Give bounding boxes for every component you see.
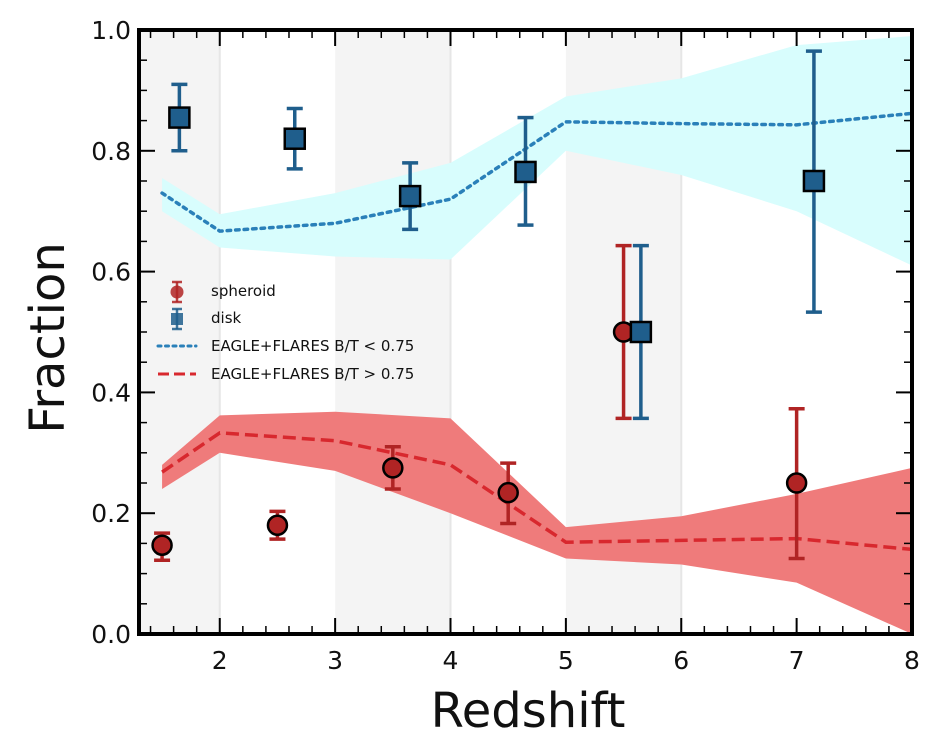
point-disk: [168, 106, 191, 129]
point-spheroid: [151, 534, 173, 556]
y-tick-label: 1.0: [91, 16, 131, 45]
legend-marker-circle: [170, 285, 184, 299]
legend-label-eagle-flares-low: EAGLE+FLARES B/T < 0.75: [211, 337, 414, 355]
x-tick-label: 3: [327, 646, 343, 675]
shaded-bin: [335, 30, 451, 634]
x-tick-label: 5: [558, 646, 574, 675]
legend-label-eagle-flares-high: EAGLE+FLARES B/T > 0.75: [211, 365, 414, 383]
legend-label-disk: disk: [211, 309, 242, 327]
point-disk: [514, 160, 537, 184]
legend-label-spheroid: spheroid: [211, 282, 276, 300]
legend-marker-square: [171, 313, 183, 325]
x-tick-labels: 2 3 4 5 6 7 8: [212, 646, 920, 675]
y-tick-label: 0.2: [91, 499, 131, 528]
x-tick-label: 2: [212, 646, 228, 675]
legend-swatch-spheroid: [170, 280, 184, 304]
band-bt-lt-075: [162, 36, 912, 266]
y-tick-label: 0.0: [91, 620, 131, 649]
plot-frame: [137, 28, 914, 636]
y-tick-label: 0.4: [91, 378, 131, 407]
x-tick-label: 7: [789, 646, 805, 675]
x-tick-label: 8: [904, 646, 920, 675]
x-tick-label: 6: [673, 646, 689, 675]
point-spheroid: [497, 481, 519, 504]
series-line-bt-lt-075: [160, 111, 912, 233]
y-tick-labels: 0.0 0.2 0.4 0.6 0.8 1.0: [91, 16, 131, 649]
point-spheroid: [382, 457, 404, 479]
point-disk: [398, 184, 422, 208]
point-disk: [629, 320, 653, 344]
y-axis-title: Fraction: [20, 242, 76, 434]
x-axis-title: Redshift: [431, 683, 626, 739]
point-spheroid: [785, 472, 808, 494]
y-tick-label: 0.8: [91, 137, 131, 166]
point-spheroid: [266, 514, 289, 537]
y-tick-label: 0.6: [91, 258, 131, 287]
legend: spheroid disk EAGLE+FLARES B/T < 0.75 EA…: [156, 280, 414, 383]
legend-swatch-disk: [171, 307, 183, 331]
x-tick-label: 4: [443, 646, 459, 675]
point-disk: [802, 169, 826, 193]
data-markers: [151, 106, 826, 556]
point-disk: [283, 127, 307, 150]
